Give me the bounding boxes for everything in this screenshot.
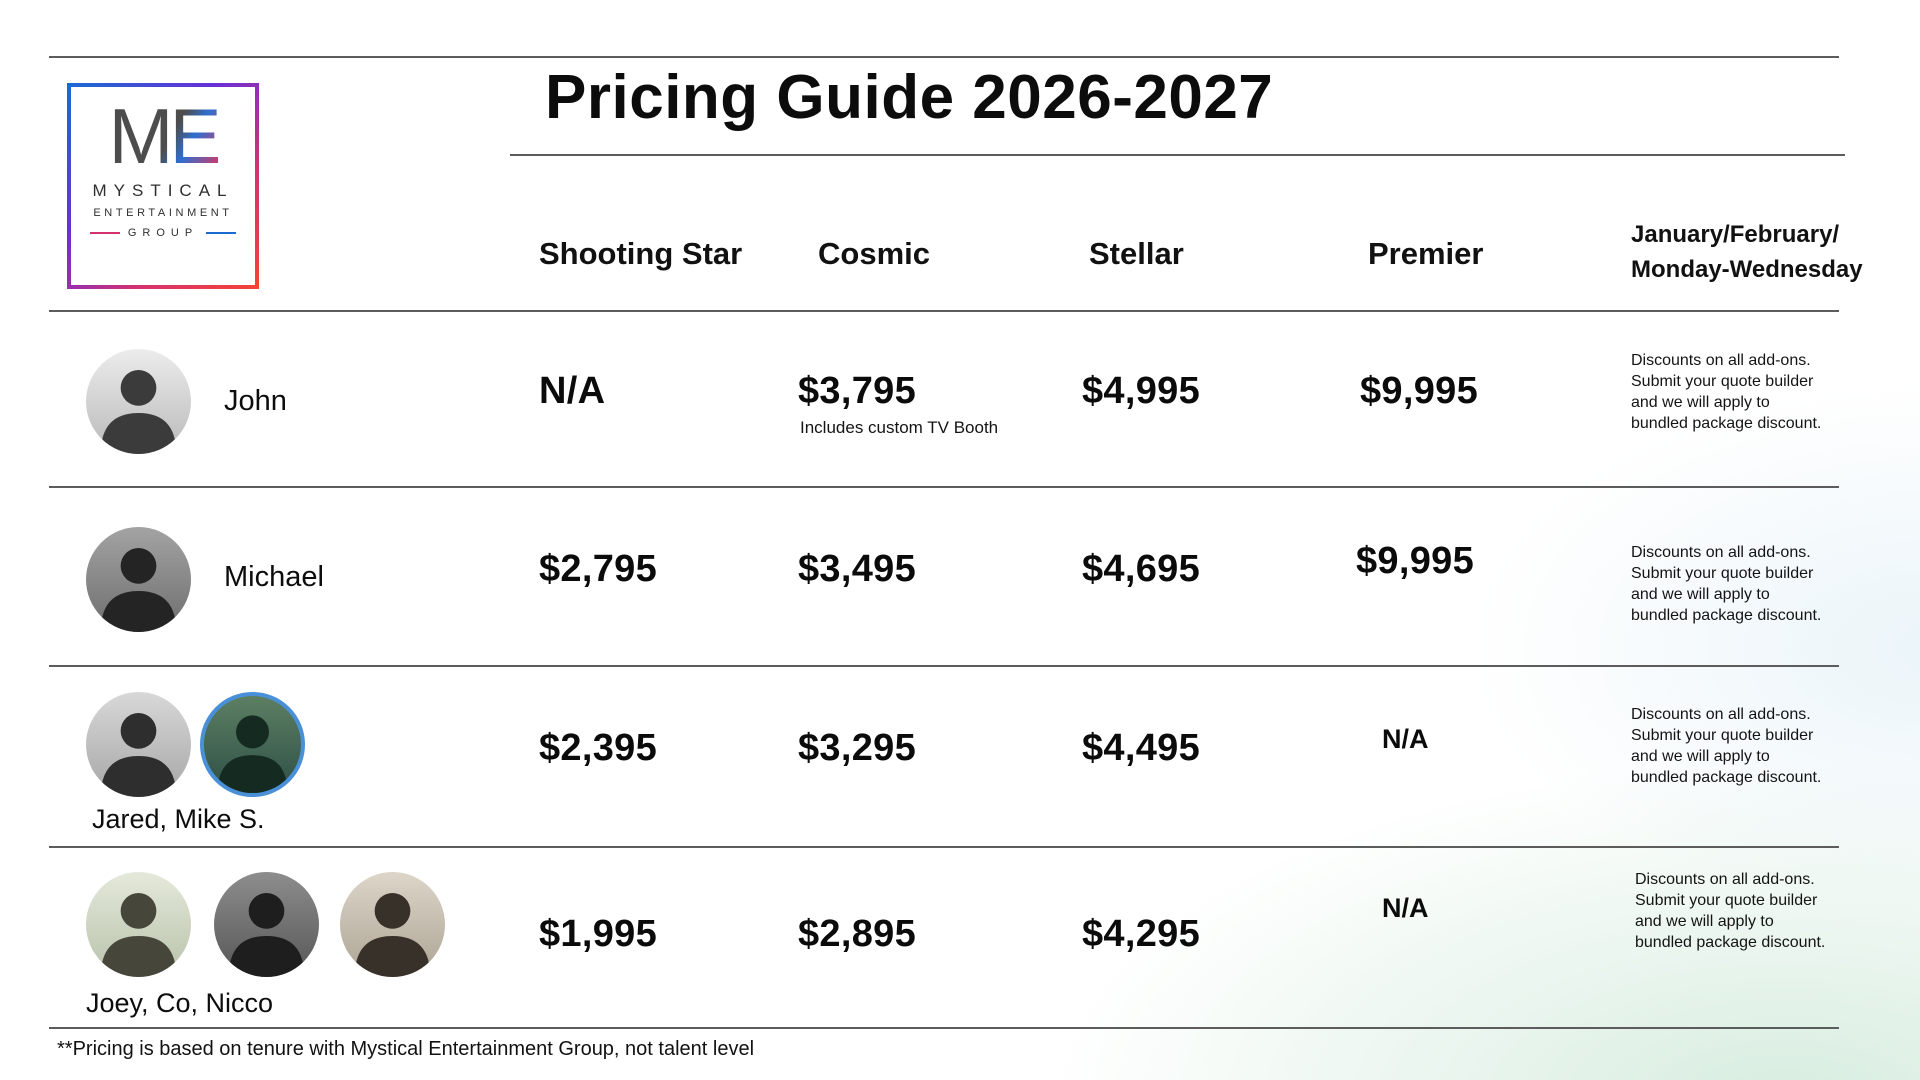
discount-note: Discounts on all add-ons. Submit your qu… [1635,871,1826,952]
logo-dash-left [89,232,120,234]
avatar-co [214,872,319,977]
top-divider [49,56,1839,58]
avatar-john [86,349,191,454]
person-silhouette-icon [100,370,177,454]
price-premier: N/A [1382,724,1429,754]
column-header-premier: Premier [1368,236,1484,271]
talent-name: John [224,385,287,417]
bottom-divider [49,1027,1839,1029]
pricing-disclaimer: **Pricing is based on tenure with Mystic… [57,1038,755,1060]
avatar-joey [86,872,191,977]
header-divider [49,310,1839,312]
price-cosmic-note: Includes custom TV Booth [800,418,999,437]
person-silhouette-icon [100,893,177,977]
person-silhouette-icon [228,893,305,977]
price-shooting-star: $2,795 [539,548,658,590]
logo-dash-right [206,232,237,234]
price-stellar: $4,995 [1082,370,1201,412]
person-silhouette-icon [100,548,177,632]
column-header-cosmic: Cosmic [818,236,930,271]
logo-word-mystical: MYSTICAL [92,181,234,200]
column-header-shooting-star: Shooting Star [539,236,743,271]
price-stellar: $4,495 [1082,727,1201,769]
column-header-date-range: January/February/ Monday-Wednesday [1631,221,1863,283]
talent-name: Joey, Co, Nicco [86,988,274,1018]
person-silhouette-icon [100,713,177,797]
avatar-mike-s [200,692,305,797]
avatar-nicco [340,872,445,977]
row-divider-3 [49,846,1839,848]
logo-group-row: GROUP [89,227,237,239]
discount-note: Discounts on all add-ons. Submit your qu… [1631,544,1822,625]
logo-monogram: ME [108,92,222,180]
row-divider-2 [49,665,1839,667]
price-cosmic: $3,795 [798,370,917,412]
price-premier: $9,995 [1360,370,1479,412]
avatar-jared [86,692,191,797]
price-shooting-star: $2,395 [539,727,658,769]
logo-word-entertainment: ENTERTAINMENT [93,207,233,219]
price-stellar: $4,695 [1082,548,1201,590]
person-silhouette-icon [217,715,288,793]
title-underline [510,154,1845,156]
discount-note: Discounts on all add-ons. Submit your qu… [1631,706,1822,787]
row-divider-1 [49,486,1839,488]
person-silhouette-icon [354,893,431,977]
price-shooting-star: N/A [539,370,606,412]
avatar-michael [86,527,191,632]
price-premier: N/A [1382,893,1429,923]
price-cosmic: $2,895 [798,913,917,955]
price-shooting-star: $1,995 [539,913,658,955]
logo-word-group: GROUP [127,227,199,239]
price-cosmic: $3,495 [798,548,917,590]
discount-note: Discounts on all add-ons. Submit your qu… [1631,352,1822,433]
price-premier: $9,995 [1356,540,1475,582]
column-header-stellar: Stellar [1089,236,1184,271]
page-title: Pricing Guide 2026-2027 [545,63,1274,132]
talent-name: Michael [224,561,324,593]
talent-name: Jared, Mike S. [92,804,265,834]
price-cosmic: $3,295 [798,727,917,769]
price-stellar: $4,295 [1082,913,1201,955]
company-logo: ME MYSTICAL ENTERTAINMENT GROUP [67,83,259,289]
